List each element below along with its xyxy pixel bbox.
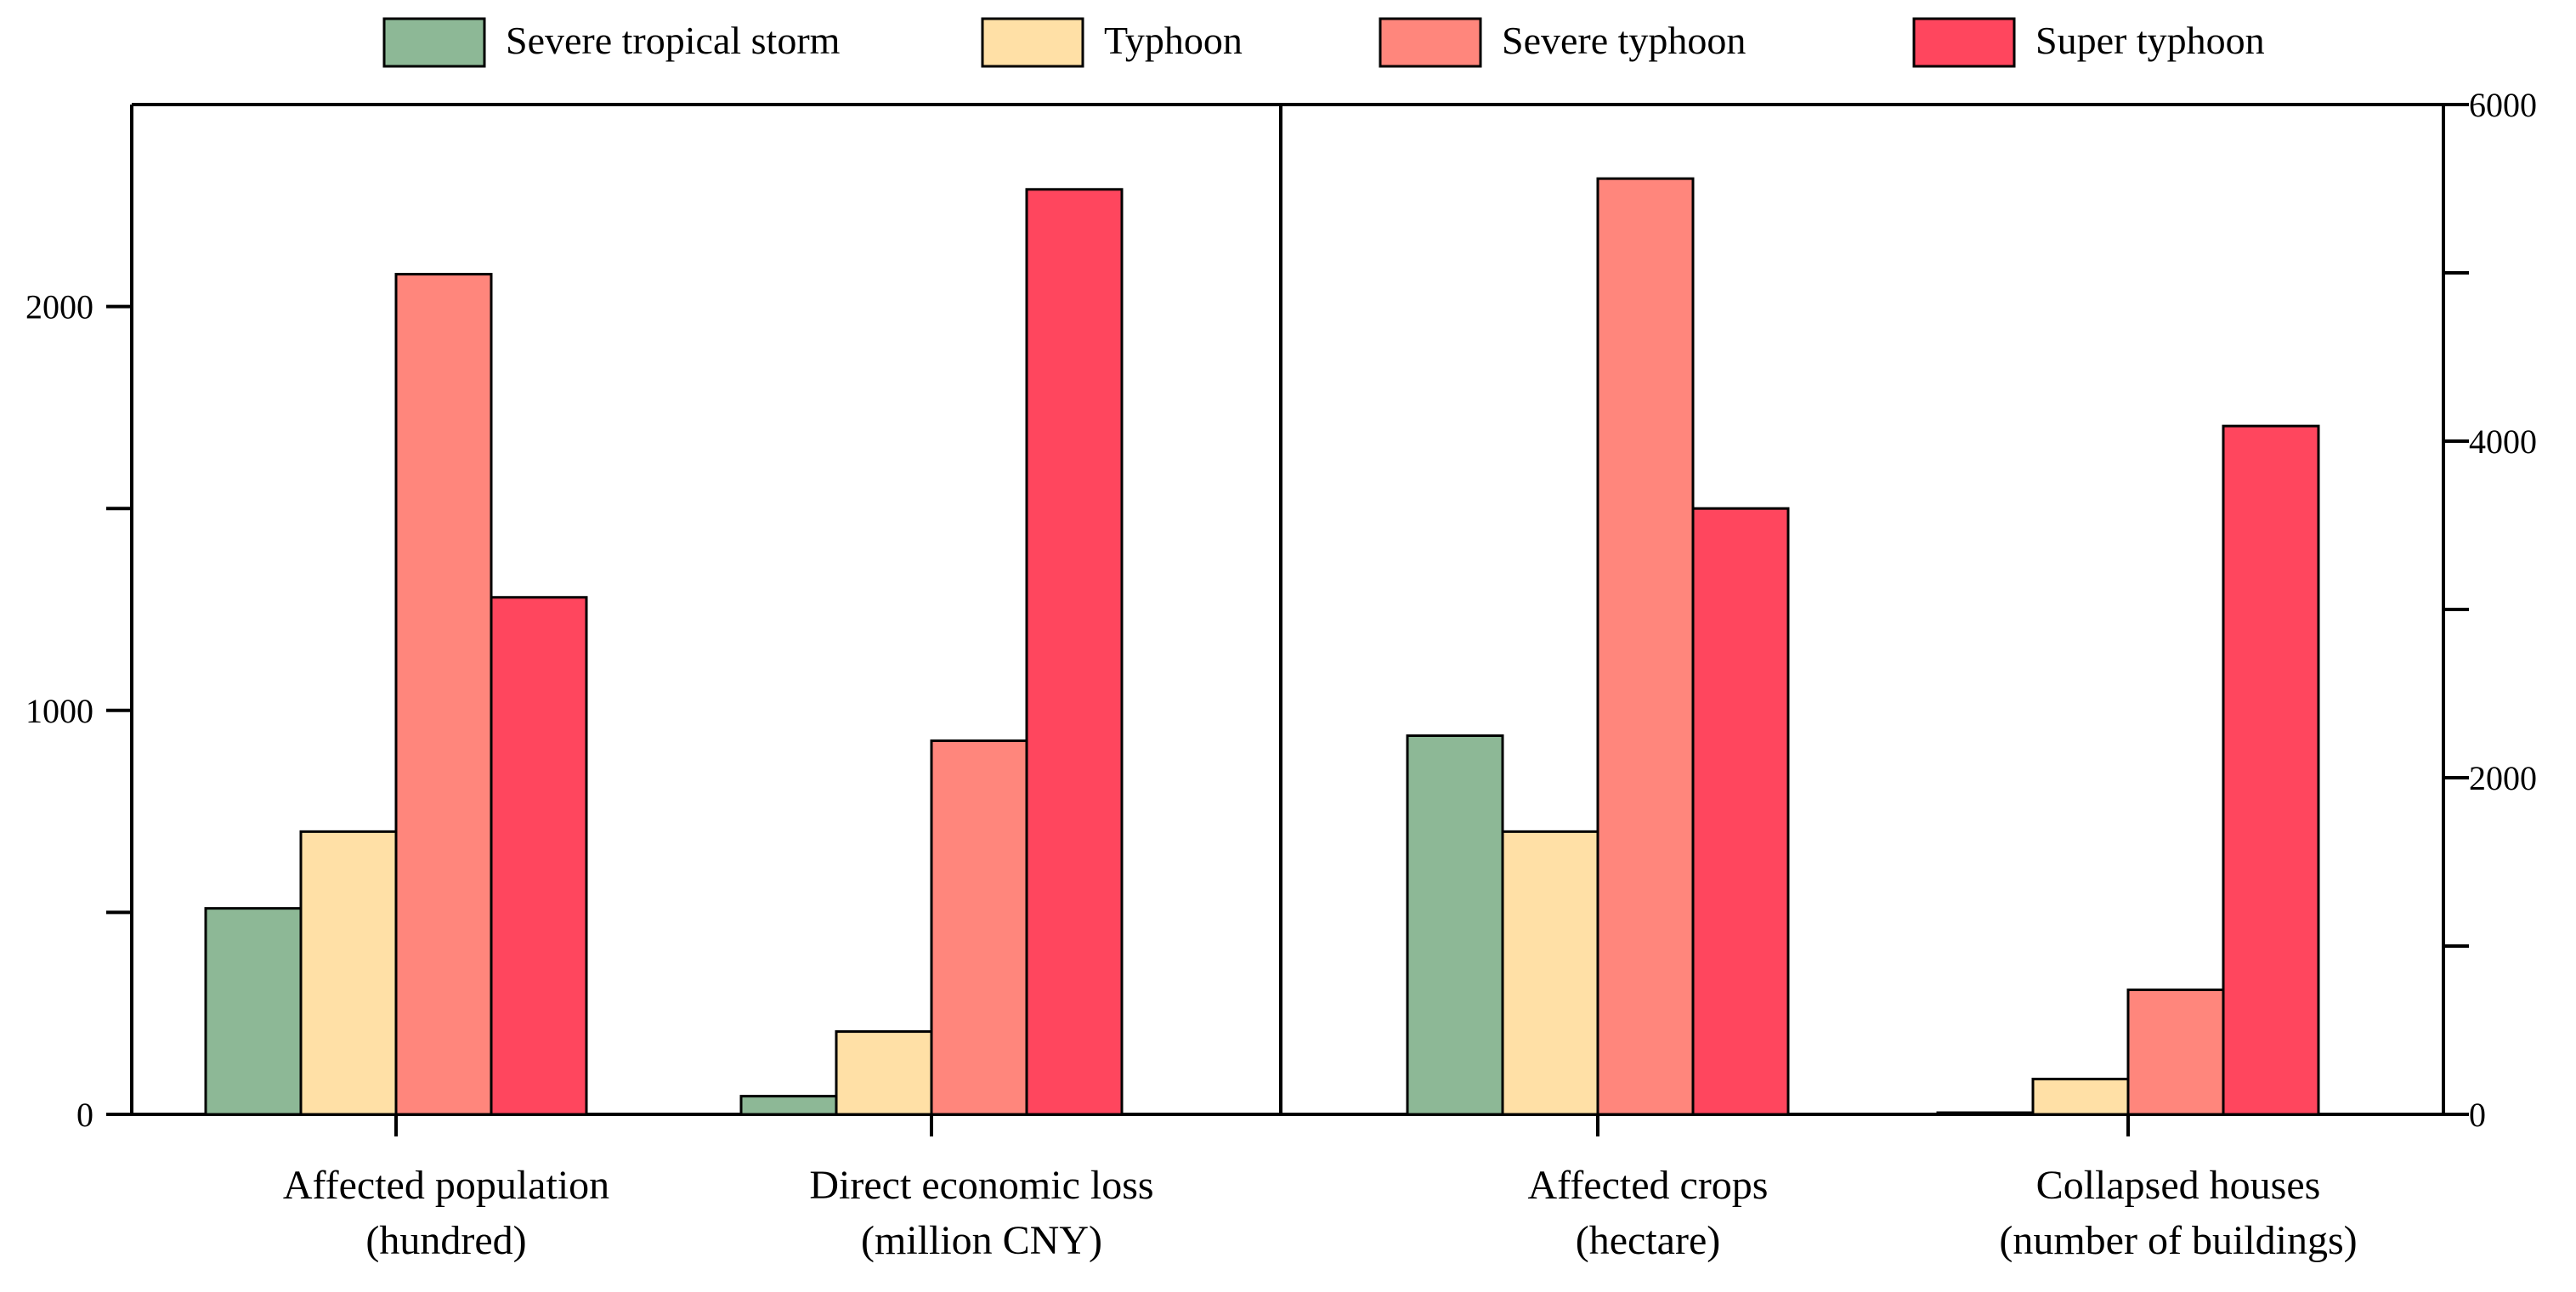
x-axis: Affected population (hundred) Direct econo… [283, 1114, 2358, 1263]
right-tick-label: 2000 [2469, 759, 2537, 797]
legend: Severe tropical storm Typhoon Severe typho… [382, 17, 2265, 68]
bar [1691, 507, 1790, 1116]
bar-group [1936, 424, 2320, 1116]
legend-swatch [1379, 17, 1482, 68]
legend-swatch [382, 17, 486, 68]
legend-label: Severe tropical storm [506, 19, 841, 62]
right-y-axis: 0 2000 4000 6000 [2443, 86, 2537, 1134]
legend-item: Severe typhoon [1379, 17, 1746, 68]
legend-swatch [1912, 17, 2016, 68]
legend-label: Super typhoon [2035, 19, 2265, 62]
left-tick-label: 1000 [25, 692, 93, 730]
bar [299, 830, 398, 1116]
category-unit-label: (hundred) [365, 1218, 526, 1263]
legend-item: Super typhoon [1912, 17, 2265, 68]
bar-group [739, 188, 1124, 1116]
bar-group [1406, 177, 1790, 1116]
left-tick-label: 2000 [25, 288, 93, 326]
left-y-axis: 0 1000 2000 [25, 288, 132, 1134]
bar-group [204, 273, 588, 1116]
bar [1501, 830, 1599, 1116]
legend-item: Severe tropical storm [382, 17, 841, 68]
category-unit-label: (number of buildings) [1999, 1218, 2357, 1263]
bar [1406, 734, 1504, 1116]
bar [204, 907, 303, 1116]
category-label: Collapsed houses [2036, 1163, 2321, 1208]
bar [2222, 424, 2320, 1116]
legend-label: Severe typhoon [1502, 19, 1746, 62]
bar [2126, 988, 2225, 1116]
bar [2031, 1077, 2130, 1116]
legend-label: Typhoon [1104, 19, 1243, 62]
legend-item: Typhoon [981, 17, 1243, 68]
right-tick-label: 0 [2469, 1096, 2486, 1134]
right-tick-label: 4000 [2469, 422, 2537, 461]
left-tick-label: 0 [76, 1096, 93, 1134]
bar [835, 1030, 933, 1116]
bar [930, 739, 1028, 1116]
legend-swatch [981, 17, 1084, 68]
right-tick-label: 6000 [2469, 86, 2537, 124]
category-unit-label: (hectare) [1576, 1218, 1721, 1263]
bars [204, 177, 2320, 1116]
bar [1025, 188, 1124, 1116]
bar [1596, 177, 1695, 1116]
bar [490, 596, 588, 1116]
category-label: Direct economic loss [809, 1163, 1153, 1208]
bar [739, 1095, 838, 1116]
category-label: Affected population [283, 1163, 609, 1208]
bar [394, 273, 493, 1116]
bar [1936, 1111, 2035, 1116]
category-unit-label: (million CNY) [861, 1218, 1102, 1263]
category-label: Affected crops [1528, 1163, 1769, 1208]
